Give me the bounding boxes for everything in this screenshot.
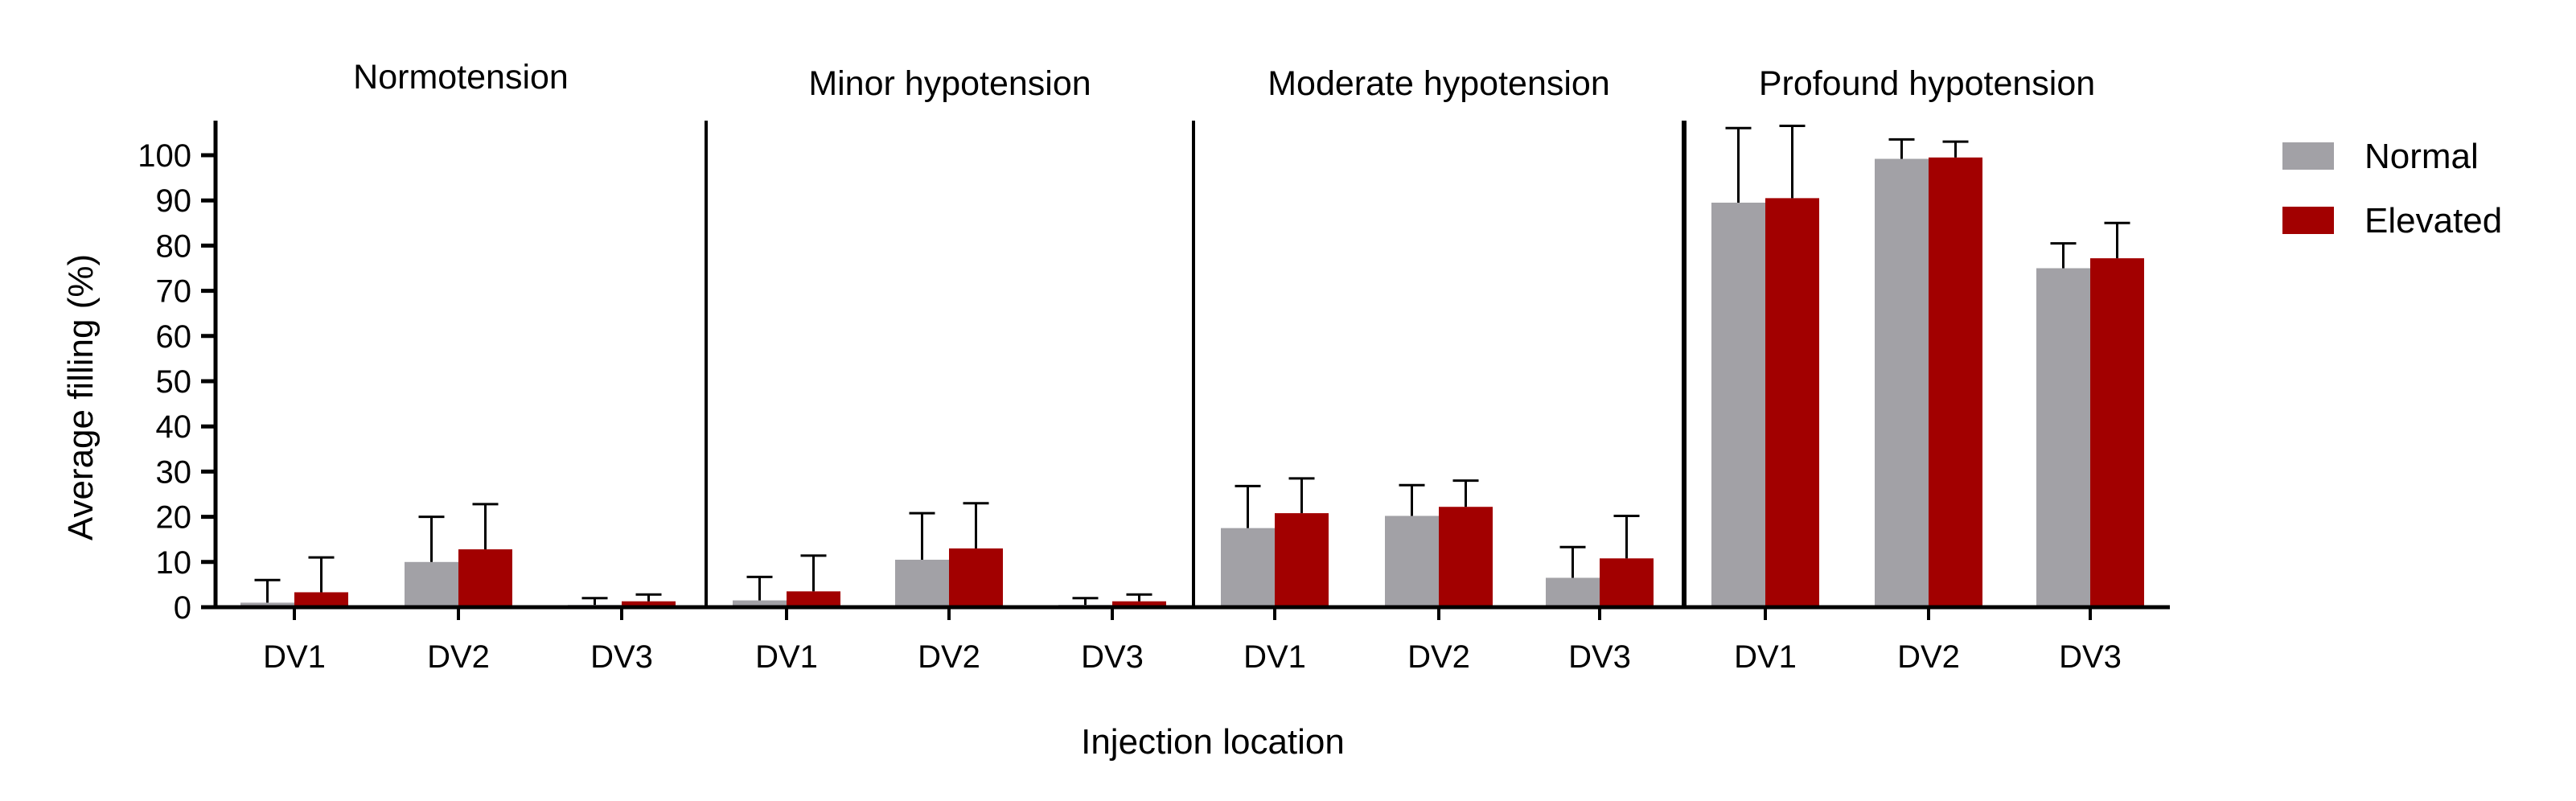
y-tick-label: 30 <box>156 454 192 490</box>
bar <box>458 549 512 607</box>
y-tick-label: 100 <box>138 138 191 174</box>
x-tick-label: DV1 <box>1243 639 1306 675</box>
bar <box>949 548 1003 607</box>
x-tick-label: DV3 <box>1568 639 1631 675</box>
bar <box>1929 157 1982 607</box>
y-tick-label: 90 <box>156 183 192 219</box>
x-tick-label: DV1 <box>755 639 818 675</box>
x-axis-title: Injection location <box>1081 722 1345 762</box>
panel-title: Minor hypotension <box>808 64 1091 103</box>
bar <box>405 561 458 607</box>
bar <box>895 559 949 607</box>
panel-title: Profound hypotension <box>1759 64 2095 103</box>
bar <box>1439 507 1493 607</box>
bar <box>1275 513 1329 607</box>
x-tick-label: DV2 <box>918 639 980 675</box>
y-tick-label: 50 <box>156 364 192 400</box>
x-tick-label: DV1 <box>1734 639 1797 675</box>
y-tick-label: 0 <box>174 590 191 626</box>
bar <box>2036 268 2090 607</box>
x-tick-label: DV3 <box>1081 639 1144 675</box>
bar <box>294 592 348 607</box>
bar <box>1875 158 1929 608</box>
y-tick-label: 70 <box>156 274 192 310</box>
bar <box>1112 601 1166 607</box>
bar <box>2090 258 2144 607</box>
bar <box>622 601 676 607</box>
panel-title: Normotension <box>353 58 569 97</box>
bar <box>1546 577 1600 607</box>
bar <box>1600 558 1654 607</box>
y-tick-label: 20 <box>156 500 192 536</box>
bar <box>733 600 787 607</box>
x-tick-label: DV3 <box>2059 639 2122 675</box>
x-tick-label: DV3 <box>590 639 653 675</box>
bar <box>1221 528 1275 607</box>
y-tick-label: 10 <box>156 545 192 581</box>
bar <box>1711 203 1765 607</box>
bar <box>1385 516 1439 607</box>
legend-label: Elevated <box>2364 201 2502 240</box>
bar <box>240 602 294 607</box>
y-tick-label: 60 <box>156 319 192 355</box>
bar <box>787 591 840 607</box>
bar <box>1765 198 1819 607</box>
y-tick-label: 40 <box>156 409 192 445</box>
x-tick-label: DV2 <box>1897 639 1960 675</box>
legend-swatch <box>2282 142 2334 170</box>
x-tick-label: DV2 <box>427 639 490 675</box>
legend-swatch <box>2282 207 2334 234</box>
legend-label: Normal <box>2364 137 2479 176</box>
x-tick-label: DV2 <box>1407 639 1470 675</box>
x-tick-label: DV1 <box>263 639 326 675</box>
y-axis-title: Average filling (%) <box>61 254 101 540</box>
panel-title: Moderate hypotension <box>1267 64 1610 103</box>
y-tick-label: 80 <box>156 228 192 264</box>
